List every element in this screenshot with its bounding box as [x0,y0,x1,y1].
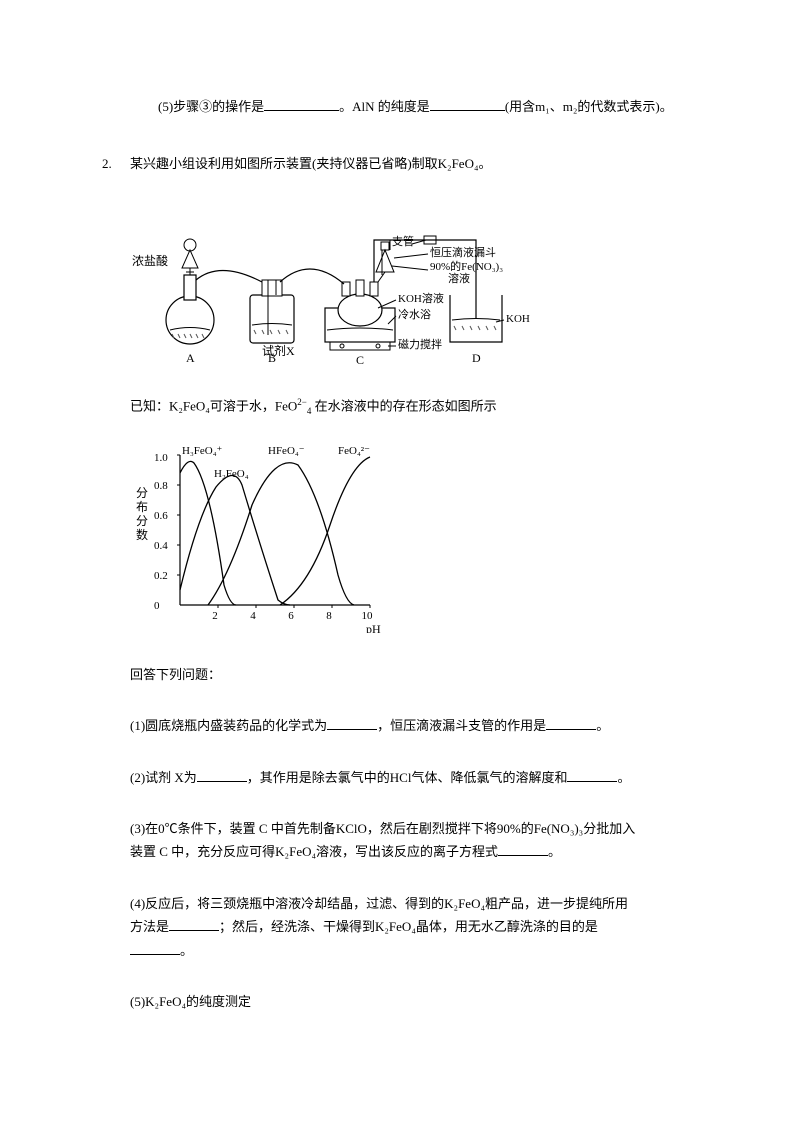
label-reagentx: 试剂X [262,343,295,358]
sub4-blank2 [130,941,180,955]
distribution-chart: 0 0.2 0.4 0.6 0.8 1.0 2 4 6 8 10 [130,443,390,633]
lbl-feo4: FeO₄²⁻ [338,445,370,457]
xlabel: pH [366,622,381,633]
ylabel4: 数 [136,527,148,542]
curve-feo4 [280,457,370,605]
sub1-blank2 [546,716,596,730]
curve-h3feo4 [180,461,236,605]
q2-number: 2. [102,152,130,175]
label-koh1: KOH溶液 [398,291,444,305]
svg-text:0: 0 [154,600,160,612]
sub4: (4)反应后，将三颈烧瓶中溶液冷却结晶，过滤、得到的K₂FeO₄粗产品，进一步提… [130,892,704,962]
label-funnel2: 90%的Fe(NO₃)₃ [430,259,503,273]
curve-h2feo4 [180,475,290,605]
x-ticks: 2 4 6 8 10 [212,605,373,622]
svg-text:2: 2 [212,610,218,622]
q5-mid: 。AlN 的纯度是 [339,99,430,114]
sub2-blank1 [197,768,247,782]
label-stir: 磁力搅拌 [398,337,442,351]
svg-text:6: 6 [288,610,294,622]
three-neck-c [325,242,395,350]
sub2-blank2 [567,768,617,782]
q2-intro: 某兴趣小组设利用如图所示装置(夹持仪器已省略)制取K₂FeO₄。 [130,156,492,171]
label-a: A [186,351,195,365]
svg-text:0.6: 0.6 [154,510,168,522]
q5-carryover: (5)步骤③的操作是 。AlN 的纯度是 (用含m₁、m₂的代数式表示)。 [158,95,704,118]
sub2: (2)试剂 X为，其作用是除去氯气中的HCl气体、降低氯气的溶解度和。 [130,766,704,789]
q2-intro-row: 2.某兴趣小组设利用如图所示装置(夹持仪器已省略)制取K₂FeO₄。 [130,152,704,175]
label-d: D [472,351,481,365]
sub1-blank1 [327,716,377,730]
label-b: B [268,351,276,365]
wash-bottle-b [250,280,294,343]
svg-text:8: 8 [326,610,332,622]
lbl-hfeo4: HFeO₄⁻ [268,445,305,457]
q2-prompt: 回答下列问题： [130,663,704,686]
known-pre: 已知：K₂FeO₄可溶于水，FeO [130,398,297,413]
q5-post: (用含m₁、m₂的代数式表示)。 [505,99,673,114]
svg-text:4: 4 [250,610,256,622]
q5-blank1 [264,97,339,111]
label-funnel1: 恒压滴液漏斗 [430,245,496,259]
q5-pre: (5)步骤③的操作是 [158,99,264,114]
lbl-h3feo4: H₃FeO₄⁺ [182,445,223,457]
question-2: 2.某兴趣小组设利用如图所示装置(夹持仪器已省略)制取K₂FeO₄。 [130,152,704,1013]
flask-a [166,239,214,344]
label-hcl: 浓盐酸 [132,253,168,268]
svg-text:1.0: 1.0 [154,452,168,464]
label-branch: 支管 [392,234,414,248]
svg-text:0.2: 0.2 [154,570,168,582]
sub3-blank [498,842,548,856]
sub1: (1)圆底烧瓶内盛装药品的化学式为，恒压滴液漏斗支管的作用是。 [130,714,704,737]
sub4-blank1 [169,917,219,931]
svg-text:10: 10 [362,610,374,622]
lbl-h2feo4: H₂FeO₄ [214,468,249,480]
known-mid: 在水溶液中的存在形态如图所示 [311,398,496,413]
label-c: C [356,353,364,367]
label-funnel3: 溶液 [448,271,470,285]
svg-text:0.4: 0.4 [154,540,168,552]
y-ticks: 0 0.2 0.4 0.6 0.8 1.0 [154,452,180,612]
label-coldbath: 冷水浴 [398,308,431,321]
ylabel3: 分 [136,514,148,528]
sub3: (3)在0℃条件下，装置 C 中首先制备KClO，然后在剧烈搅拌下将90%的Fe… [130,817,704,864]
q2-known: 已知：K₂FeO₄可溶于水，FeO2−4 在水溶液中的存在形态如图所示 [130,394,704,419]
sub5: (5)K₂FeO₄的纯度测定 [130,990,704,1013]
q5-blank2 [430,97,505,111]
svg-text:0.8: 0.8 [154,480,168,492]
ylabel2: 布 [136,500,148,514]
curve-hfeo4 [208,463,354,605]
ylabel1: 分 [136,486,148,500]
apparatus-diagram: 浓盐酸 支管 恒压滴液漏斗 90%的Fe(NO₃)₃ 溶液 KOH溶液 冷水浴 … [130,200,530,370]
label-koh2: KOH溶液 [506,311,530,325]
